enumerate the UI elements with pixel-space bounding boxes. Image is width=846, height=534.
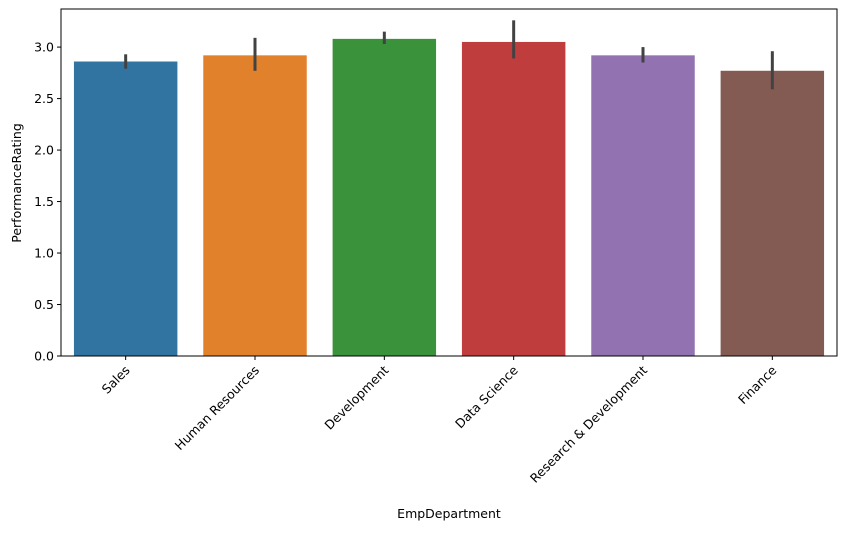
x-tick-label: Development xyxy=(321,362,391,432)
bar xyxy=(591,55,695,356)
y-tick-label: 2.0 xyxy=(34,143,54,158)
x-tick-label: Data Science xyxy=(452,362,521,431)
bar xyxy=(332,38,437,356)
bar xyxy=(73,61,178,356)
bar xyxy=(461,41,566,356)
y-tick-label: 2.5 xyxy=(34,91,54,106)
y-tick-label: 3.0 xyxy=(34,40,54,55)
plot-frame xyxy=(60,8,838,357)
x-tick-label: Finance xyxy=(735,362,780,407)
bar xyxy=(720,70,825,356)
y-axis-label: PerformanceRating xyxy=(9,123,24,243)
y-tick-label: 1.5 xyxy=(34,194,54,209)
x-tick-label: Research & Development xyxy=(527,362,650,485)
y-tick-label: 0.0 xyxy=(34,349,54,364)
x-tick-label: Sales xyxy=(99,363,133,397)
y-tick-label: 1.0 xyxy=(34,246,54,261)
x-axis-label: EmpDepartment xyxy=(397,506,501,521)
bar xyxy=(203,55,307,356)
x-tick-label: Human Resources xyxy=(172,363,262,453)
y-tick-label: 0.5 xyxy=(34,297,54,312)
